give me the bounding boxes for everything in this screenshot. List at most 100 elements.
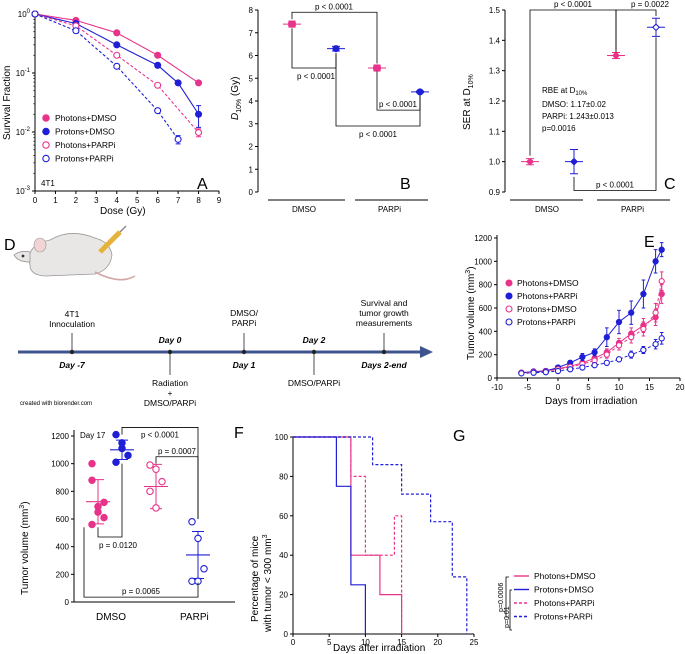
panel-b-pvalue-protons: p < 0.0001 [359, 130, 398, 139]
panel-e-y-label-sup: 3 [465, 270, 472, 274]
panel-a-legend: Photons+DMSO Protons+DMSO Photons+PARPi Pro… [42, 113, 117, 164]
panel-b-data-point [288, 20, 296, 28]
panel-e-x-tick-label: 10 [615, 383, 624, 392]
panel-e-data-point [518, 370, 525, 377]
panel-f-data-point [112, 430, 120, 439]
panel-a-data-point [113, 41, 121, 49]
panel-b-d10-chart: 0 1 2 3 4 5 6 7 8 p < 0.0001 p < 0.0001 p < 0.0001… [230, 2, 429, 214]
panel-c-data-point [612, 51, 620, 60]
panel-g-y-tick-label: 80 [279, 472, 288, 481]
panel-c-pvalue-parpi: p = 0.0022 [631, 0, 670, 9]
panel-c-y-label: SER at D10% [462, 74, 475, 130]
panel-f-pvalue-top: p < 0.0001 [141, 430, 180, 439]
panel-f-data-point [88, 476, 96, 485]
panel-f-bracket-top [121, 427, 199, 519]
panel-e-data-point [628, 334, 635, 341]
panel-b-data-point [416, 88, 424, 96]
panel-g-y-tick-label: 40 [279, 551, 288, 560]
panel-f-y-label-main: Tumor volume (mm [20, 509, 31, 595]
panel-c-y-tick-label: 1.0 [489, 158, 501, 167]
timeline-day-label: Days 2-end [361, 360, 407, 370]
panel-e-data-point [658, 278, 665, 285]
panel-g-pvalue-1: p=0.0006 [498, 583, 505, 612]
panel-c-rbe-title-main: RBE at D [542, 86, 576, 95]
panel-a-legend-label: Protons+DMSO [55, 127, 115, 137]
panel-b-group-dmso: DMSO [292, 205, 316, 214]
panel-e-legend-label: Photons+DMSO [517, 278, 579, 288]
panel-b-data-point [373, 64, 381, 72]
panel-c-data-point [652, 23, 660, 32]
panel-a-data-point [195, 79, 203, 87]
panel-e-legend-label: Protons+PARPi [517, 317, 576, 327]
panel-f-pvalue-parpi: p = 0.0007 [158, 447, 197, 456]
panel-f-bracket-bottom [83, 527, 199, 598]
timeline-day-label: Day 1 [233, 360, 256, 370]
panel-f-y-tick-label: 800 [56, 487, 70, 496]
panel-b-pvalue-top: p < 0.0001 [315, 2, 354, 11]
timeline-top-label: PARPi [232, 318, 257, 328]
panel-e-y-tick-label: 600 [479, 304, 493, 313]
panel-g-legend-label: Protons+DMSO [534, 585, 594, 595]
panel-a-y-tick-label: 100 [18, 9, 31, 19]
panel-f-data-point [112, 458, 120, 467]
panel-c-y-tick-label: 1.1 [489, 127, 501, 136]
panel-g-pvalue-2: p=0.01 [504, 606, 511, 628]
timeline-top-label: Survival and [361, 298, 408, 308]
panel-a-data-point [154, 81, 162, 89]
panel-e-data-point [658, 335, 665, 342]
panel-a-legend-marker [42, 114, 50, 122]
panel-f-data-point [88, 520, 96, 529]
panel-a-legend-label: Photons+PARPi [55, 140, 116, 150]
timeline-top-label: measurements [356, 318, 412, 328]
panel-e-data-point [615, 342, 623, 349]
panel-e-data-point [652, 341, 659, 348]
panel-e-series-line [521, 337, 663, 374]
panel-e-data-point [652, 309, 659, 316]
panel-b-y-tick-label: 5 [249, 74, 254, 83]
timeline-day-label: Day -7 [59, 360, 86, 370]
panel-a-y-label: Survival Fraction [2, 66, 13, 140]
panel-f-data-point [200, 565, 208, 573]
panel-c-group-dmso: DMSO [535, 205, 559, 214]
panel-a-y-tick-exp: -2 [25, 127, 31, 133]
panel-e-data-point [567, 366, 574, 373]
panel-e-data-point [658, 290, 665, 298]
panel-e-y-tick-label: 800 [479, 281, 493, 290]
panel-a-data-point [154, 51, 162, 59]
panel-c-bracket-parpi [615, 9, 657, 53]
panel-a-data-point [195, 128, 203, 137]
panel-a-y-tick-base: 10 [18, 10, 27, 19]
panel-g-step-line [293, 436, 468, 634]
panel-a-x-tick-label: 4 [115, 196, 120, 205]
panel-e-y-tick-label: 0 [488, 374, 493, 383]
panel-a-legend-marker [42, 154, 50, 163]
panel-g-y-label-line2: with tumor < 300 mm3 [262, 534, 274, 633]
panel-f-data-point [100, 498, 108, 507]
panel-c-rbe-dmso: DMSO: 1.17±0.02 [542, 100, 607, 109]
panel-c-y-tick-label: 1.2 [489, 97, 501, 106]
timeline-top-label: 4T1 [65, 309, 80, 319]
panel-f-y-tick-label: 1000 [51, 460, 69, 469]
panel-c-rbe-title: RBE at D10% [542, 86, 588, 97]
panel-a-y-tick-exp: 0 [27, 9, 31, 15]
panel-f-data-point [146, 461, 154, 469]
panel-f-pvalue-bottom: p = 0.0065 [122, 587, 161, 596]
panel-c-y-label-main: SER at D [462, 88, 473, 130]
panel-a-x-tick-label: 5 [135, 196, 140, 205]
panel-a-y-tick-exp: -1 [25, 68, 31, 74]
panel-g-letter: G [453, 428, 465, 445]
panel-f-data-point [94, 508, 102, 516]
panel-e-x-tick-label: 0 [556, 383, 561, 392]
panel-g-step-line [293, 436, 366, 634]
panel-g-y-tick-label: 20 [279, 591, 288, 600]
panel-a-data-point [174, 135, 182, 143]
panel-a-y-tick-label: 10-2 [16, 127, 31, 137]
panel-g-y-tick-label: 60 [279, 512, 288, 521]
panel-a-data-point [113, 62, 121, 70]
biorender-credit: created with biorender.com [20, 401, 92, 407]
panel-e-data-point [542, 369, 549, 376]
